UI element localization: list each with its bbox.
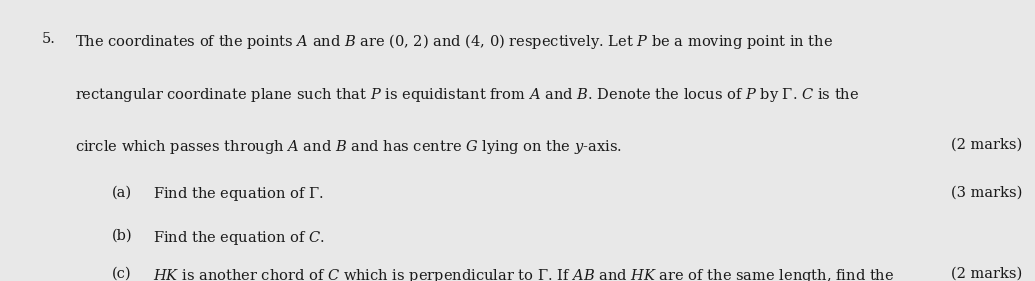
Text: (c): (c): [112, 267, 131, 281]
Text: 5.: 5.: [41, 32, 55, 46]
Text: $HK$ is another chord of $C$ which is perpendicular to $\Gamma$. If $AB$ and $HK: $HK$ is another chord of $C$ which is pe…: [153, 267, 894, 281]
Text: (b): (b): [112, 229, 132, 243]
Text: The coordinates of the points $A$ and $B$ are (0, 2) and (4, 0) respectively. Le: The coordinates of the points $A$ and $B…: [75, 32, 832, 51]
Text: Find the equation of $C$.: Find the equation of $C$.: [153, 229, 325, 247]
Text: (3 marks): (3 marks): [951, 185, 1023, 200]
Text: (a): (a): [112, 185, 131, 200]
Text: rectangular coordinate plane such that $P$ is equidistant from $A$ and $B$. Deno: rectangular coordinate plane such that $…: [75, 86, 859, 104]
Text: Find the equation of $\Gamma$.: Find the equation of $\Gamma$.: [153, 185, 324, 203]
Text: circle which passes through $A$ and $B$ and has centre $G$ lying on the $y$-axis: circle which passes through $A$ and $B$ …: [75, 138, 621, 156]
Text: (2 marks): (2 marks): [951, 267, 1023, 281]
Text: (2 marks): (2 marks): [951, 138, 1023, 152]
